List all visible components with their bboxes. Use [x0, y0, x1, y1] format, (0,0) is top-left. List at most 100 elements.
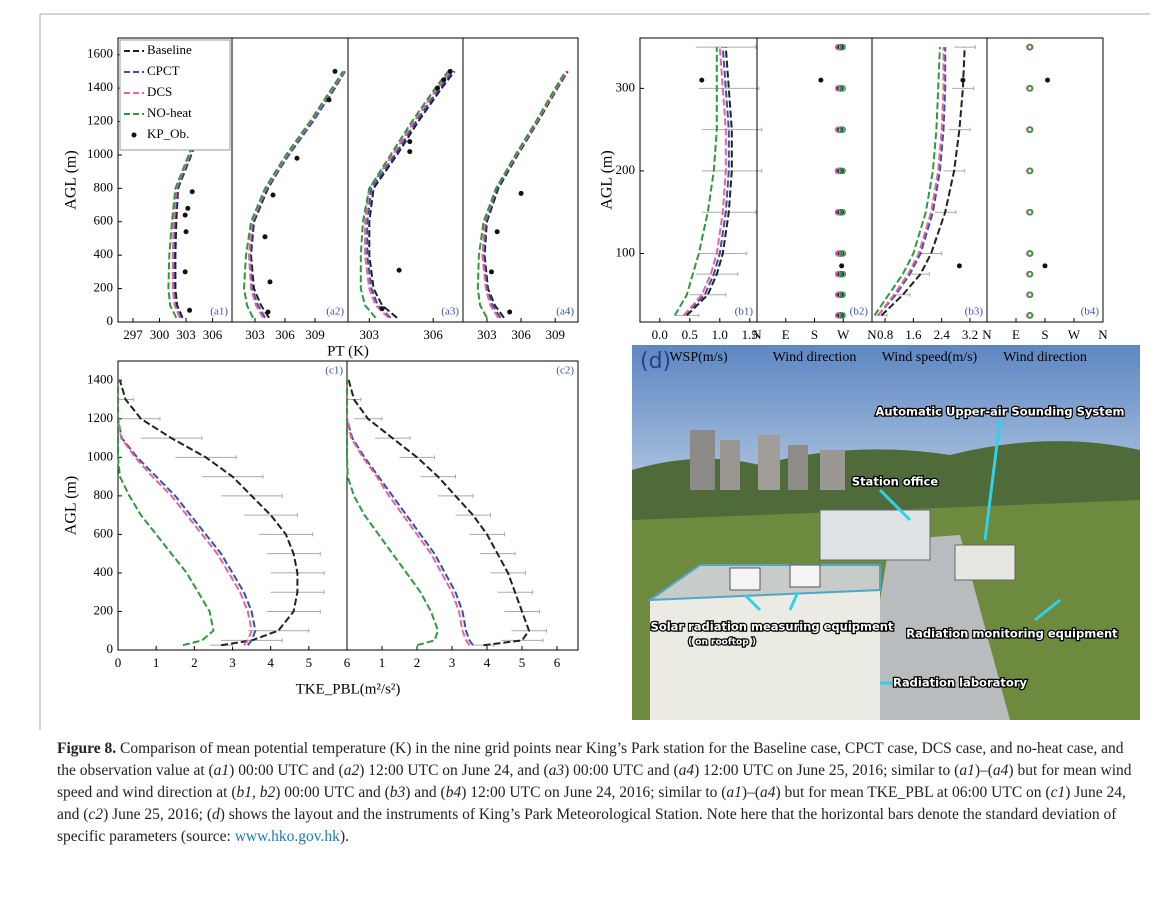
x-tick-label: E	[1012, 327, 1020, 342]
panel: 1 2 3 4 5 6 (c2)	[346, 360, 579, 670]
caption-text: a4	[992, 762, 1009, 779]
x-tick-label: 300	[150, 327, 170, 342]
series-point	[839, 208, 846, 216]
observation	[182, 269, 188, 275]
observation	[407, 139, 413, 145]
series-line	[483, 70, 569, 319]
series-line	[359, 70, 449, 319]
caption-text: )–(	[741, 784, 760, 801]
panel: 303 306 (a3)	[347, 37, 464, 342]
panel-label: (a3)	[441, 306, 459, 318]
observation	[267, 279, 273, 285]
x-axis-label: PT (K)	[327, 343, 369, 359]
observation	[407, 149, 413, 155]
x-tick-label: E	[782, 327, 790, 342]
x-tick-label: 306	[203, 327, 223, 342]
x-tick-label: 309	[545, 327, 565, 342]
x-tick-label: N	[982, 327, 992, 342]
tower	[690, 430, 715, 490]
series-point	[839, 250, 847, 257]
caption-text: ) 12:00 UTC on June 24, and (	[359, 762, 549, 779]
y-tick-label: 600	[94, 213, 114, 228]
caption-text: a1	[213, 762, 230, 779]
panel-frame	[231, 37, 349, 323]
series-point	[1026, 312, 1034, 319]
tower	[820, 450, 845, 490]
observation	[396, 267, 402, 273]
road	[860, 535, 1010, 720]
x-tick-label: 297	[123, 327, 143, 342]
caption-link[interactable]: www.hko.gov.hk	[234, 828, 340, 845]
y-tick-label: 200	[616, 162, 636, 177]
series-line	[242, 70, 344, 319]
caption-text: ) shows the layout and the instruments o…	[57, 806, 1117, 845]
x-tick-label: 306	[423, 327, 443, 342]
observation	[507, 309, 513, 315]
panel-label: (c2)	[556, 365, 574, 377]
series-line	[873, 47, 941, 316]
x-axis-label: WSP(m/s)	[669, 350, 728, 365]
caption-text: ) 00:00 UTC and (	[275, 784, 390, 801]
caption-text: a4	[759, 784, 776, 801]
annotation: Solar radiation measuring equipment	[651, 620, 894, 634]
y-axis-label: AGL (m)	[63, 150, 80, 209]
x-tick-label: 2	[191, 655, 198, 670]
observation	[518, 190, 524, 196]
x-axis-label: Wind direction	[773, 350, 857, 365]
photo-label: (d)	[640, 349, 671, 374]
observation	[447, 68, 453, 74]
caption-text: ) 12:00 UTC on June 25, 2016; similar to…	[694, 762, 960, 779]
panel-label: (b2)	[850, 306, 869, 318]
x-tick-label: 303	[245, 327, 265, 342]
caption-text: ).	[339, 828, 349, 845]
series-line	[346, 380, 440, 647]
panel: 303 306 309 (a4)	[462, 37, 579, 342]
caption-label: Figure 8.	[57, 740, 117, 757]
x-tick-label: 3.2	[962, 327, 978, 342]
y-tick-label: 400	[94, 564, 114, 579]
panel-frame	[871, 37, 988, 323]
y-tick-label: 800	[94, 179, 114, 194]
series-line	[368, 70, 456, 319]
x-axis-label: Wind speed(m/s)	[882, 350, 978, 365]
series-line	[346, 380, 474, 646]
series-line	[673, 47, 718, 316]
series-point	[1026, 126, 1034, 133]
observation	[818, 77, 824, 83]
y-tick-label: 1200	[87, 113, 113, 128]
x-tick-label: W	[1068, 327, 1081, 342]
x-tick-label: 6	[344, 655, 351, 670]
caption-text: ) 00:00 UTC and (	[564, 762, 679, 779]
caption-text: ) but for mean wind speed and wind direc…	[57, 762, 1132, 801]
y-axis-label: AGL (m)	[599, 150, 616, 209]
photo: (d) Automatic Upper-air Sounding System …	[632, 345, 1140, 720]
series-line	[247, 70, 345, 319]
panel: 303 306 309(a2)	[231, 37, 349, 342]
x-tick-label: 2	[414, 655, 421, 670]
y-tick-label: 200	[94, 602, 114, 617]
observation	[187, 307, 193, 313]
series-line	[249, 70, 346, 319]
instrument	[789, 564, 821, 588]
laboratory	[650, 590, 880, 720]
y-tick-label: 1400	[87, 79, 113, 94]
annotation: Station office	[852, 475, 939, 489]
y-tick-label: 300	[616, 79, 636, 94]
observation	[182, 212, 188, 218]
panel-frame	[117, 360, 348, 651]
x-tick-label: 1.6	[905, 327, 922, 342]
x-tick-label: 1.5	[742, 327, 758, 342]
x-axis-label: Wind direction	[1003, 350, 1087, 365]
rooftop	[646, 564, 881, 602]
x-tick-label: S	[811, 327, 818, 342]
x-tick-label: 306	[275, 327, 295, 342]
panel: 0 1 2 3 4 5 6 (c1)	[115, 360, 351, 670]
series-point	[1026, 208, 1034, 216]
panel-label: (a2)	[326, 306, 344, 318]
x-tick-label: 1	[153, 655, 160, 670]
instrument	[729, 567, 761, 591]
panel-frame	[346, 360, 579, 651]
series-line	[117, 380, 215, 647]
series-point	[839, 270, 847, 278]
